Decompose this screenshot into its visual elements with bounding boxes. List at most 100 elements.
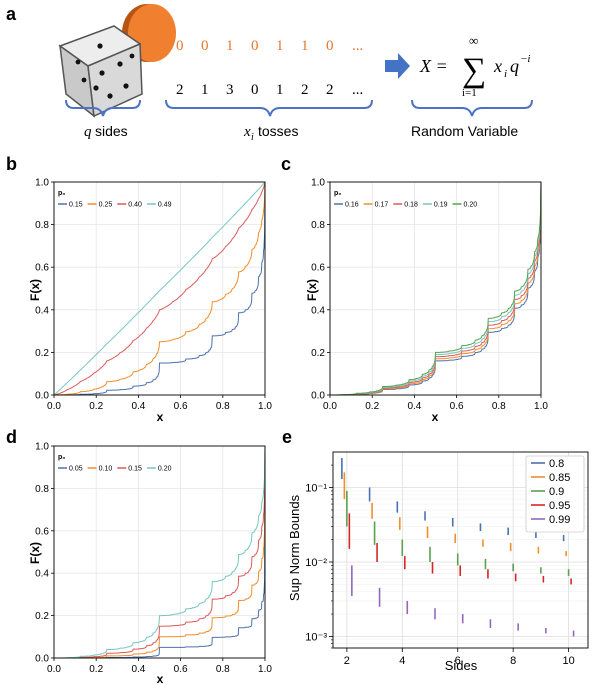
- formula-sigma: ∑: [462, 52, 486, 89]
- y-tick-label: 0.4: [35, 569, 49, 580]
- braces: [65, 99, 533, 117]
- formula-term: x: [493, 56, 502, 76]
- label-sides-var: q: [84, 124, 92, 140]
- y-tick-label: 1.0: [35, 442, 49, 453]
- x-tick-label: 0.2: [365, 401, 379, 412]
- coin-digit: 1: [301, 38, 309, 54]
- formula-exponent: −i: [520, 53, 530, 65]
- formula-q: q: [510, 56, 519, 76]
- panel-b: b x F(x) 0.0 0.2 0.4 0.6 0.8 1.0 0.0 0.2 0.4 0.6 0…: [6, 154, 272, 424]
- panel-c: c x F(x) 0.0 0.2 0.4 0.6 0.8 1.0 0.0 0.2 0.4 0.6 0…: [281, 154, 548, 424]
- y-axis-title: F(x): [28, 279, 42, 301]
- x-tick-label: 1.0: [258, 664, 272, 675]
- panel-d: d x F(x) 0.0 0.2 0.4 0.6 0.8 1.0 0.0 0.2 0.4 0.6 0…: [6, 427, 272, 685]
- label-tosses-sub: i: [251, 132, 254, 143]
- toss-digit: 0: [251, 82, 259, 98]
- y-axis-title: F(x): [305, 279, 319, 301]
- x-tick-label: 6: [455, 655, 461, 667]
- series-line-0.25: [54, 181, 266, 396]
- plot-background: [54, 182, 265, 395]
- y-tick-label: 0.0: [311, 391, 325, 402]
- legend-label-0.18: 0.18: [404, 202, 418, 209]
- toss-digit: 3: [226, 82, 234, 98]
- panel-letter-b: b: [6, 154, 17, 174]
- y-tick-label: 1.0: [311, 178, 325, 189]
- toss-digit: ...: [352, 82, 363, 98]
- y-tick-label: 0.2: [35, 611, 49, 622]
- panel-letter-e: e: [282, 427, 292, 447]
- x-axis-title: Sides: [445, 658, 478, 673]
- panel-e: e Sides Sup Norm Bounds 10⁻³ 10⁻² 10⁻¹ 2 4 6 8…: [282, 427, 589, 673]
- legend-label-0.20: 0.20: [464, 202, 478, 209]
- y-tick-label: 1.0: [35, 178, 49, 189]
- x-tick-label: 0.2: [89, 401, 103, 412]
- toss-digit: 2: [326, 82, 334, 98]
- label-tosses: tosses: [258, 123, 298, 139]
- x-tick-label: 0.4: [407, 401, 421, 412]
- x-tick-label: 4: [399, 655, 405, 667]
- legend-label-0.05: 0.05: [69, 466, 83, 473]
- x-axis-title: x: [157, 410, 164, 424]
- legend-label-0.19: 0.19: [434, 202, 448, 209]
- panel-letter-d: d: [6, 427, 17, 447]
- legend-title: p₀: [334, 190, 341, 197]
- x-tick-label: 1.0: [258, 401, 272, 412]
- x-tick-label: 8: [510, 655, 516, 667]
- x-tick-label: 0.2: [89, 664, 103, 675]
- plot-frame: [332, 451, 589, 649]
- y-tick-label: 0.4: [311, 305, 325, 316]
- die-illustration: [58, 25, 143, 118]
- legend-label-0.16: 0.16: [345, 202, 359, 209]
- legend-label-0.25: 0.25: [99, 202, 113, 209]
- label-sides: sides: [95, 123, 128, 139]
- y-tick-label: 0.0: [35, 391, 49, 402]
- panel-letter-c: c: [281, 154, 291, 174]
- plot-frame: [53, 181, 266, 396]
- series-line-0.15: [54, 181, 266, 396]
- y-tick-label: 0.6: [35, 526, 49, 537]
- y-tick-label: 0.8: [35, 220, 49, 231]
- series-line-0.49: [53, 181, 266, 396]
- y-tick-label: 0.2: [311, 348, 325, 359]
- series-line-0.20: [330, 181, 542, 396]
- plot-frame: [53, 445, 266, 659]
- arrow-right-icon: [385, 53, 410, 79]
- y-tick-label: 10⁻²: [305, 557, 327, 569]
- x-tick-label: 0.8: [492, 401, 506, 412]
- toss-digit: 1: [276, 82, 284, 98]
- toss-digit: 1: [201, 82, 209, 98]
- y-tick-label: 10⁻¹: [305, 483, 327, 495]
- x-tick-label: 0.0: [323, 401, 337, 412]
- y-tick-label: 0.0: [35, 654, 49, 665]
- x-tick-label: 0.8: [216, 664, 230, 675]
- series-line-0.20: [54, 445, 266, 659]
- coin-digit: 1: [226, 38, 234, 54]
- x-tick-label: 0.6: [174, 401, 188, 412]
- x-tick-label: 0.4: [131, 664, 145, 675]
- x-tick-label: 0.6: [450, 401, 464, 412]
- x-tick-label: 0.8: [216, 401, 230, 412]
- legend-label-0.40: 0.40: [128, 202, 142, 209]
- legend-title: p₀: [58, 190, 65, 197]
- legend-label-0.99: 0.99: [549, 514, 570, 526]
- legend-label-0.9: 0.9: [549, 486, 564, 498]
- legend-label-0.85: 0.85: [549, 472, 570, 484]
- x-tick-label: 2: [344, 655, 350, 667]
- y-tick-label: 10⁻³: [305, 631, 327, 643]
- x-tick-label: 0.4: [131, 401, 145, 412]
- formula-sum-bottom: i=1: [462, 87, 477, 99]
- legend-label-0.8: 0.8: [549, 458, 564, 470]
- legend-label-0.15: 0.15: [69, 202, 83, 209]
- legend-title: p₀: [58, 454, 65, 461]
- brace-tosses: [165, 99, 373, 117]
- coin-sequence: 0 0 1 0 1 1 0 ...: [176, 38, 363, 54]
- x-axis-title: x: [432, 410, 439, 424]
- coin-digit: ...: [352, 38, 363, 54]
- x-tick-label: 10: [562, 655, 574, 667]
- coin-digit: 0: [201, 38, 209, 54]
- y-axis-title: F(x): [28, 542, 42, 564]
- formula-lhs: X =: [419, 56, 448, 76]
- brace-sides: [65, 99, 141, 117]
- y-tick-label: 0.6: [35, 263, 49, 274]
